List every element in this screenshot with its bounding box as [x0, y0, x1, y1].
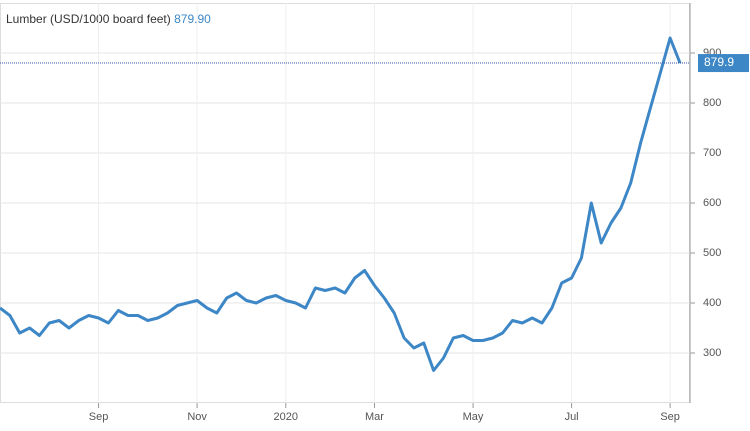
title-text: Lumber (USD/1000 board feet): [6, 12, 171, 26]
line-series: [0, 36, 682, 372]
last-price-box: [698, 54, 749, 73]
y-tick-label: 800: [703, 97, 721, 109]
y-tick-label: 700: [703, 147, 721, 159]
x-tick-label: 2020: [274, 411, 298, 423]
x-tick-label: Sep: [660, 411, 680, 423]
last-price: 879.90: [174, 12, 211, 26]
x-tick-label: May: [463, 411, 484, 423]
y-tick-label: 500: [703, 247, 721, 259]
y-tick-label: 300: [703, 347, 721, 359]
y-tick-label: 600: [703, 197, 721, 209]
y-tick-label: 400: [703, 297, 721, 309]
x-tick-label: Nov: [187, 411, 207, 423]
x-tick-label: Jul: [565, 411, 579, 423]
x-tick-label: Mar: [365, 411, 384, 423]
x-tick-label: Sep: [89, 411, 109, 423]
last-price-value: 879.9: [704, 55, 734, 69]
chart-title: Lumber (USD/1000 board feet) 879.90: [6, 12, 211, 26]
